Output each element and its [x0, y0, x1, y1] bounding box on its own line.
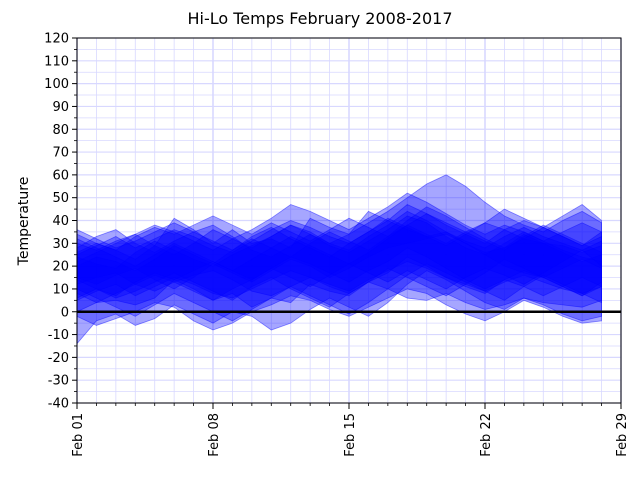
x-tick-label: Feb 08 — [207, 413, 222, 457]
y-tick-label: 100 — [44, 77, 69, 92]
hi-lo-band — [76, 174, 602, 290]
y-tick-label: 80 — [52, 123, 69, 138]
y-tick-label: 20 — [52, 260, 69, 275]
y-tick-label: -10 — [48, 328, 69, 343]
hi-lo-band — [76, 213, 602, 322]
y-tick-label: 90 — [52, 100, 69, 115]
x-tick-label: Feb 22 — [479, 413, 494, 457]
ticks: -40 -30 -20 -10 0 10 20 30 40 50 60 70 80 90 100 110 120… — [44, 32, 630, 457]
hi-lo-band — [76, 210, 602, 297]
x-tick-label: Feb 15 — [343, 413, 358, 457]
y-tick-label: 70 — [52, 146, 69, 161]
hi-lo-band — [76, 206, 602, 345]
y-tick-label: 60 — [52, 168, 69, 183]
y-tick-label: 0 — [61, 305, 69, 320]
hi-lo-band — [76, 192, 602, 313]
bands — [76, 174, 602, 345]
y-axis-label: Temperature — [16, 177, 32, 267]
y-tick-label: 30 — [52, 237, 69, 252]
hi-lo-band — [76, 204, 602, 301]
hi-lo-band — [76, 215, 602, 331]
y-tick-label: 110 — [44, 54, 69, 69]
x-tick-label: Feb 01 — [71, 413, 86, 457]
y-tick-label: -30 — [48, 374, 69, 389]
hi-lo-band — [76, 210, 602, 310]
y-tick-label: 50 — [52, 191, 69, 206]
x-tick-label: Feb 29 — [615, 413, 630, 457]
hi-lo-band — [76, 208, 602, 308]
y-tick-label: 10 — [52, 282, 69, 297]
hi-lo-band — [76, 204, 602, 299]
y-tick-label: 120 — [44, 32, 69, 47]
y-tick-label: -40 — [48, 397, 69, 412]
y-tick-label: 40 — [52, 214, 69, 229]
y-tick-label: -20 — [48, 351, 69, 366]
chart-title: Hi-Lo Temps February 2008-2017 — [187, 9, 452, 28]
